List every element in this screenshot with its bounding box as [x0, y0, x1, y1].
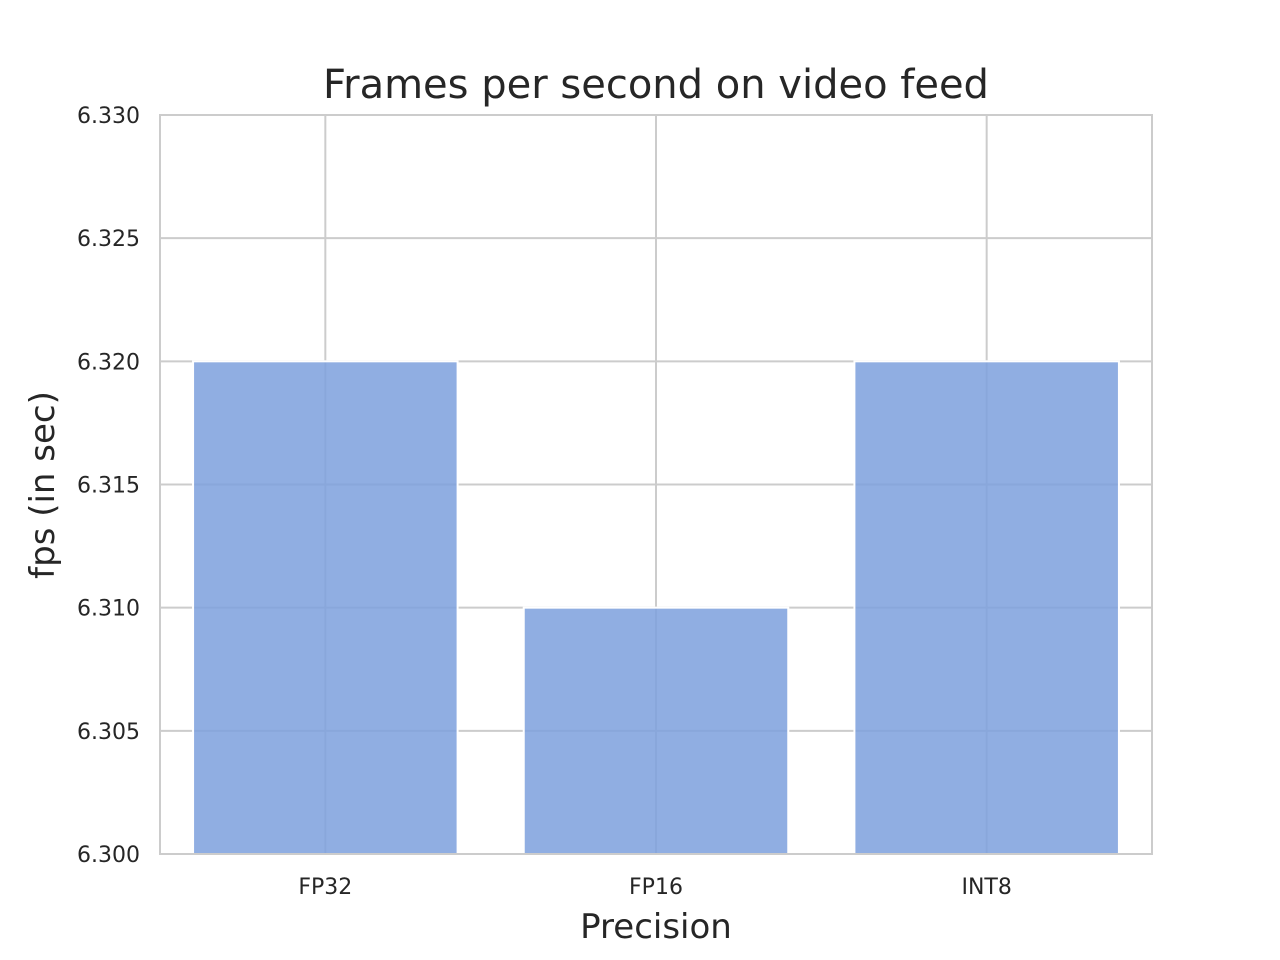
y-tick-label: 6.315	[77, 474, 140, 499]
y-tick-label: 6.325	[77, 227, 140, 252]
bar-int8	[853, 360, 1120, 855]
x-tick-labels: FP32 FP16 INT8	[298, 875, 1011, 900]
y-tick-label: 6.330	[77, 104, 140, 129]
y-tick-label: 6.310	[77, 597, 140, 622]
bars	[192, 360, 1120, 856]
y-tick-label: 6.300	[77, 843, 140, 868]
y-tick-label: 6.305	[77, 720, 140, 745]
y-tick-label: 6.320	[77, 350, 140, 375]
chart-title: Frames per second on video feed	[323, 62, 989, 108]
y-tick-labels: 6.300 6.305 6.310 6.315 6.320 6.325 6.330	[77, 104, 140, 868]
x-tick-label: INT8	[961, 875, 1011, 900]
bar-fp32	[192, 360, 459, 855]
plot-frame	[159, 114, 1153, 855]
bar-fp16	[522, 606, 790, 856]
y-axis-label: fps (in sec)	[23, 391, 63, 579]
x-axis-label: Precision	[580, 907, 732, 947]
x-tick-label: FP32	[298, 875, 352, 900]
x-tick-label: FP16	[629, 875, 683, 900]
